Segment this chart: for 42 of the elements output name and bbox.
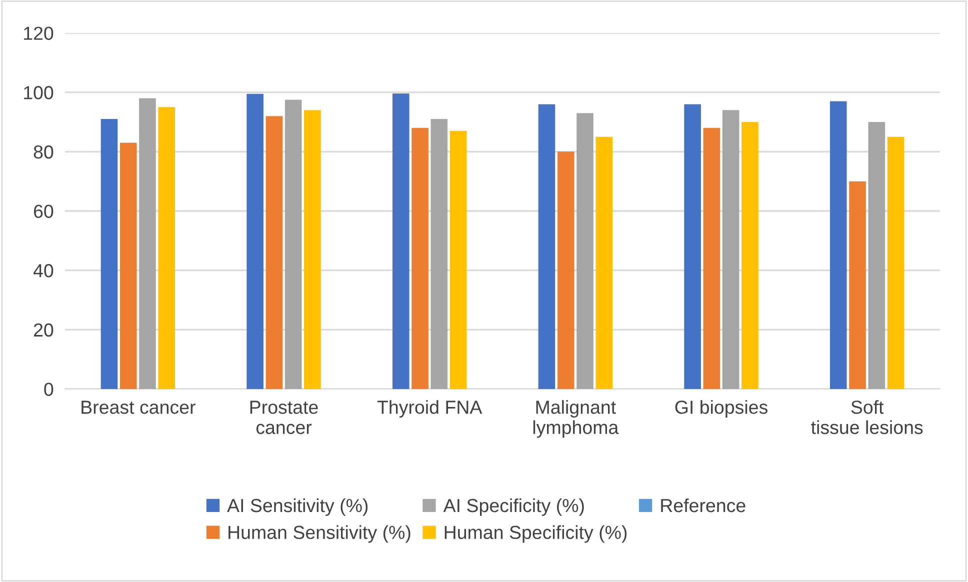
bar xyxy=(830,101,847,389)
bar xyxy=(158,107,176,389)
bar xyxy=(120,142,137,389)
bar xyxy=(412,128,428,389)
bar xyxy=(576,113,594,389)
x-tick-label: Thyroid FNA xyxy=(377,400,482,418)
bar xyxy=(684,104,701,389)
bar xyxy=(596,136,613,389)
legend-label: Human Sensitivity (%) xyxy=(228,525,410,543)
bar xyxy=(246,94,264,389)
y-tick-label: 40 xyxy=(33,264,54,278)
y-tick-label: 60 xyxy=(34,204,54,218)
bar xyxy=(266,116,283,389)
x-tick-label: Breast cancer xyxy=(82,400,196,414)
bar xyxy=(887,136,904,389)
bar xyxy=(450,130,467,389)
bar xyxy=(703,128,720,389)
y-tick-label: 100 xyxy=(24,86,54,100)
x-tick-label: Malignant lymphoma xyxy=(533,400,619,438)
y-tick-label: 120 xyxy=(24,26,54,40)
bar xyxy=(538,104,556,389)
bar xyxy=(304,110,321,389)
bar xyxy=(557,152,574,389)
legend-label: Human Specificity (%) xyxy=(444,525,627,543)
y-tick-label: 80 xyxy=(34,145,54,159)
bar xyxy=(100,119,118,389)
bar xyxy=(392,94,410,389)
y-tick-label: 20 xyxy=(34,323,54,337)
bar xyxy=(139,98,156,389)
bar xyxy=(430,119,448,389)
bar xyxy=(722,110,740,389)
bar xyxy=(868,122,886,389)
y-tick-label: 0 xyxy=(44,382,54,396)
legend-label: AI Specificity (%) xyxy=(443,498,584,516)
legend-label: Reference xyxy=(661,498,746,512)
legend-label: AI Sensitivity (%) xyxy=(227,498,368,516)
x-tick-label: Prostate cancer xyxy=(250,400,318,434)
bar xyxy=(742,122,758,389)
x-tick-label: GI biopsies xyxy=(675,400,768,418)
bar xyxy=(284,100,302,389)
x-tick-label: Soft tissue lesions xyxy=(811,400,923,434)
bar xyxy=(849,181,866,389)
